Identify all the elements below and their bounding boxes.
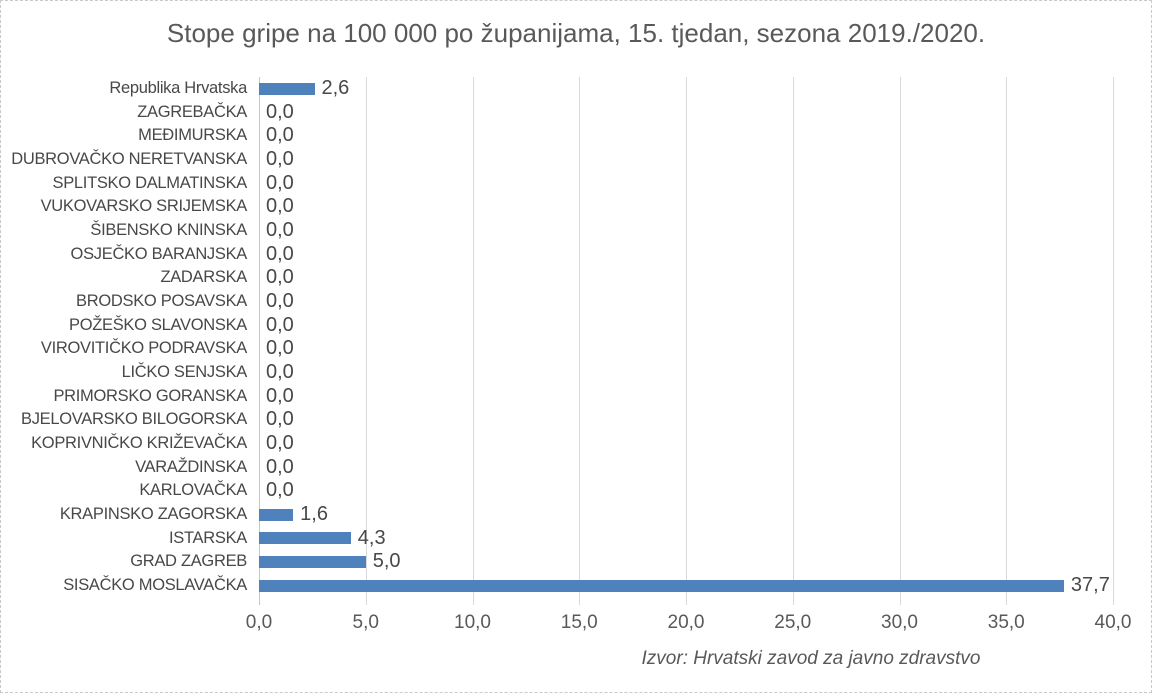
category-label: KARLOVAČKA	[139, 481, 247, 500]
bar	[259, 82, 315, 95]
bar	[259, 579, 1064, 592]
category-label: VIROVITIČKO PODRAVSKA	[40, 339, 247, 358]
gridline	[686, 77, 687, 605]
category-label: BRODSKO POSAVSKA	[76, 291, 247, 310]
gridline	[1006, 77, 1008, 605]
category-row: OSJEČKO BARANJSKA 0,0	[1, 242, 1151, 267]
gridline	[579, 77, 581, 605]
category-label: VARAŽDINSKA	[135, 457, 247, 476]
category-label: MEĐIMURSKA	[138, 126, 247, 145]
category-row: PRIMORSKO GORANSKA 0,0	[1, 384, 1151, 409]
gridline	[792, 77, 794, 605]
category-row: BJELOVARSKO BILOGORSKA 0,0	[1, 408, 1151, 432]
category-label: SPLITSKO DALMATINSKA	[52, 173, 248, 192]
category-row: MEĐIMURSKA 0,0	[1, 124, 1151, 148]
category-row: ZADARSKA 0,0	[1, 266, 1151, 290]
value-label: 0,0	[266, 431, 294, 454]
x-tick-label: 40,0	[1094, 612, 1132, 633]
x-tick-label: 30,0	[881, 612, 918, 633]
category-label: OSJEČKO BARANJSKA	[70, 244, 248, 263]
category-label: Republika Hrvatska	[109, 79, 247, 97]
value-label: 4,3	[357, 526, 386, 549]
category-label: ŠIBENSKO KNINSKA	[90, 220, 247, 239]
category-row: KRAPINSKO ZAGORSKA 1,6	[1, 502, 1151, 527]
chart-title: Stope gripe na 100 000 po županijama, 15…	[166, 18, 986, 48]
category-row: DUBROVAČKO NERETVANSKA 0,0	[1, 147, 1151, 172]
category-row: ISTARSKA 4,3	[1, 526, 1151, 551]
value-label: 0,0	[266, 171, 294, 194]
x-tick-label: 10,0	[454, 612, 491, 633]
value-label: 0,0	[266, 124, 294, 147]
category-row: ŠIBENSKO KNINSKA 0,0	[1, 218, 1151, 243]
plot-area	[259, 77, 1114, 605]
value-label: 0,0	[266, 100, 294, 123]
x-tick-label: 20,0	[667, 612, 705, 633]
value-label: 2,6	[321, 77, 350, 99]
category-label: LIČKO SENJSKA	[121, 362, 248, 381]
category-label: KOPRIVNIČKO KRIŽEVAČKA	[31, 433, 247, 452]
x-tick-label: 25,0	[774, 612, 812, 633]
y-axis-line	[259, 77, 260, 605]
value-label: 0,0	[266, 195, 294, 218]
x-tick-label: 5,0	[352, 612, 379, 633]
category-label: ZAGREBAČKA	[137, 102, 247, 121]
gridline	[1113, 77, 1114, 605]
category-row: LIČKO SENJSKA 0,0	[1, 360, 1151, 385]
category-label: DUBROVAČKO NERETVANSKA	[11, 149, 247, 168]
value-label: 0,0	[266, 242, 294, 265]
x-tick-label: 35,0	[987, 612, 1025, 633]
category-label: BJELOVARSKO BILOGORSKA	[20, 410, 247, 429]
category-label: SISAČKO MOSLAVAČKA	[63, 575, 247, 594]
source-note: Izvor: Hrvatski zavod za javno zdravstvo	[641, 648, 981, 669]
category-row: POŽEŠKO SLAVONSKA 0,0	[1, 313, 1151, 338]
value-label: 0,0	[266, 360, 294, 383]
value-label: 0,0	[266, 479, 294, 502]
category-label: KRAPINSKO ZAGORSKA	[59, 504, 247, 523]
x-tick-label: 0,0	[245, 612, 273, 633]
bar-rows: Republika Hrvatska 2,6 ZAGREBAČKA 0,0 MEĐIMU…	[1, 77, 1151, 598]
category-row: KOPRIVNIČKO KRIŽEVAČKA 0,0	[1, 431, 1151, 456]
value-label: 37,7	[1070, 573, 1110, 596]
gridline	[365, 77, 367, 605]
category-row: BRODSKO POSAVSKA 0,0	[1, 289, 1151, 314]
category-row: Republika Hrvatska 2,6	[1, 77, 1151, 101]
bar	[259, 532, 351, 545]
category-label: PRIMORSKO GORANSKA	[53, 386, 247, 405]
category-row: SISAČKO MOSLAVAČKA 37,7	[1, 573, 1151, 598]
value-label: 0,0	[266, 384, 294, 407]
category-row: VIROVITIČKO PODRAVSKA 0,0	[1, 337, 1151, 361]
value-label: 0,0	[266, 218, 294, 241]
value-label: 0,0	[266, 147, 294, 170]
x-tick-label: 15,0	[560, 612, 598, 633]
category-row: GRAD ZAGREB 5,0	[1, 550, 1151, 574]
bar	[259, 508, 294, 521]
value-label: 0,0	[266, 337, 294, 360]
category-label: POŽEŠKO SLAVONSKA	[69, 315, 247, 334]
value-label: 0,0	[266, 455, 294, 478]
category-label: ISTARSKA	[169, 528, 247, 547]
value-label: 5,0	[372, 550, 401, 573]
category-label: ZADARSKA	[160, 268, 247, 287]
gridline	[472, 77, 474, 605]
bar	[259, 555, 366, 568]
value-label: 0,0	[266, 266, 294, 289]
value-label: 0,0	[266, 289, 294, 312]
value-label: 0,0	[266, 408, 294, 431]
category-label: VUKOVARSKO SRIJEMSKA	[40, 197, 248, 216]
category-row: VARAŽDINSKA 0,0	[1, 455, 1151, 480]
category-row: VUKOVARSKO SRIJEMSKA 0,0	[1, 195, 1151, 219]
category-row: KARLOVAČKA 0,0	[1, 479, 1151, 503]
value-label: 1,6	[300, 502, 328, 525]
category-row: SPLITSKO DALMATINSKA 0,0	[1, 171, 1151, 196]
gridline	[899, 77, 901, 605]
category-row: ZAGREBAČKA 0,0	[1, 100, 1151, 125]
category-label: GRAD ZAGREB	[130, 552, 247, 571]
x-axis: 0,0 5,0 10,0 15,0 20,0 25,0 30,0 35,0 40,0	[1, 612, 1151, 636]
value-label: 0,0	[266, 313, 294, 336]
